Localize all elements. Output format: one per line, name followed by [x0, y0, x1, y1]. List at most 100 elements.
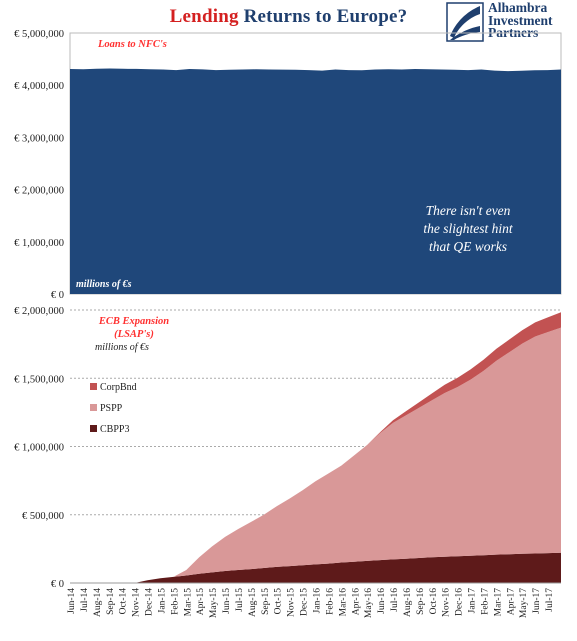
ecb-x-tick: Jun-16	[377, 588, 387, 614]
ecb-x-tick: Jan-17	[468, 588, 478, 614]
ecb-legend-label-corpbnd: CorpBnd	[100, 382, 137, 393]
logo-line-2: Investment	[488, 12, 553, 28]
ecb-x-tick: Nov-15	[287, 588, 297, 617]
ecb-x-tick-label: Aug-15	[248, 588, 258, 617]
ecb-x-tick-label: Jan-17	[468, 588, 478, 614]
ecb-y-ticks: € 0 € 500,000 € 1,000,000 € 1,500,000 € 2,00…	[14, 306, 64, 590]
ecb-x-tick: Nov-14	[132, 588, 142, 617]
ecb-x-tick-label: Jun-14	[67, 588, 77, 614]
loans-area	[70, 68, 561, 294]
loans-y-tick-label: € 4,000,000	[14, 81, 64, 92]
ecb-x-tick-label: Feb-16	[325, 588, 335, 615]
ecb-x-tick: Jul-14	[80, 588, 90, 612]
ecb-x-tick-label: May-17	[519, 588, 529, 618]
ecb-x-tick-label: Sep-15	[261, 588, 271, 615]
ecb-x-tick: May-16	[364, 588, 374, 618]
ecb-x-tick-label: Nov-16	[442, 588, 452, 617]
ecb-y-tick-label: € 2,000,000	[14, 306, 64, 317]
ecb-x-tick: Jan-15	[157, 588, 167, 614]
ecb-x-tick: Mar-15	[183, 588, 193, 617]
ecb-x-tick: Mar-16	[338, 588, 348, 617]
ecb-x-tick-label: Mar-16	[338, 588, 348, 617]
ecb-x-tick: Jun-17	[532, 588, 542, 614]
ecb-x-tick-label: Apr-15	[196, 588, 206, 615]
ecb-x-tick: Apr-15	[196, 588, 206, 615]
ecb-x-tick-label: Nov-14	[132, 588, 142, 617]
ecb-x-tick-label: Feb-15	[170, 588, 180, 615]
loans-unit-note: millions of €s	[76, 279, 132, 290]
ecb-y-tick-label: € 1,500,000	[14, 374, 64, 385]
ecb-x-tick-label: Sep-14	[106, 588, 116, 615]
ecb-x-tick-label: Jul-15	[235, 588, 245, 612]
ecb-series-pspp	[70, 327, 561, 583]
loans-annotation-3: that QE works	[429, 239, 507, 254]
ecb-x-tick-label: Jul-16	[390, 588, 400, 612]
ecb-x-tick-label: Nov-15	[287, 588, 297, 617]
ecb-x-tick: Jul-16	[390, 588, 400, 612]
ecb-x-tick: Feb-15	[170, 588, 180, 615]
ecb-legend-swatch-corpbnd	[90, 383, 97, 390]
ecb-x-tick: Dec-15	[300, 588, 310, 616]
loans-annotation-1: There isn't even	[426, 203, 511, 218]
ecb-x-tick-label: Feb-17	[481, 588, 491, 615]
ecb-x-tick: Aug-16	[403, 588, 413, 617]
ecb-y-tick-label: € 0	[51, 579, 64, 590]
ecb-x-tick-label: May-16	[364, 588, 374, 618]
ecb-x-tick-label: Dec-14	[145, 588, 155, 616]
ecb-x-tick-label: Aug-16	[403, 588, 413, 617]
ecb-subtitle: (LSAP's)	[114, 329, 154, 340]
loans-title: Loans to NFC's	[97, 39, 167, 50]
logo: Alhambra Investment Partners	[446, 0, 574, 42]
ecb-x-tick: Mar-17	[493, 588, 503, 617]
loans-y-tick-label: € 1,000,000	[14, 238, 64, 249]
loans-y-tick-label: € 3,000,000	[14, 133, 64, 144]
title-rest: Returns to Europe?	[238, 6, 408, 27]
ecb-x-tick-label: Mar-17	[493, 588, 503, 617]
ecb-x-tick: Apr-16	[351, 588, 361, 615]
ecb-x-tick: Jan-16	[313, 588, 323, 614]
ecb-x-tick: Oct-14	[119, 588, 129, 615]
ecb-x-tick-label: Oct-15	[274, 588, 284, 615]
ecb-x-tick: Oct-16	[429, 588, 439, 615]
ecb-x-tick-label: Jul-14	[80, 588, 90, 612]
ecb-areas	[70, 312, 561, 583]
ecb-legend-label-cbpp3: CBPP3	[100, 424, 129, 435]
ecb-x-tick: Jun-14	[67, 588, 77, 614]
ecb-x-tick: Sep-14	[106, 588, 116, 615]
ecb-x-tick: Feb-17	[481, 588, 491, 615]
ecb-x-tick-label: Jun-15	[222, 588, 232, 614]
ecb-y-tick-label: € 1,000,000	[14, 443, 64, 454]
ecb-y-tick-label: € 500,000	[22, 511, 64, 522]
loans-y-tick-label: € 2,000,000	[14, 186, 64, 197]
ecb-x-tick-label: Aug-14	[93, 588, 103, 617]
loans-y-ticks: € 0 € 1,000,000 € 2,000,000 € 3,000,000 € 4,…	[14, 29, 64, 300]
ecb-series-cbpp3	[70, 552, 561, 583]
ecb-x-tick: Dec-14	[145, 588, 155, 616]
ecb-legend-swatch-pspp	[90, 404, 97, 411]
ecb-x-tick: Aug-15	[248, 588, 258, 617]
ecb-x-tick-label: Jul-17	[545, 588, 555, 612]
ecb-x-tick: Nov-16	[442, 588, 452, 617]
ecb-unit-note: millions of €s	[95, 342, 149, 353]
logo-line-1: Alhambra	[488, 0, 548, 15]
ecb-x-ticks: Jun-14 Jul-14 Aug-14 Sep-14 Oct-14 Nov-14 Dec-…	[67, 588, 555, 618]
ecb-x-tick-label: Jun-16	[377, 588, 387, 614]
loans-chart: € 0 € 1,000,000 € 2,000,000 € 3,000,000 € 4,…	[14, 29, 562, 300]
ecb-x-tick: Dec-16	[455, 588, 465, 616]
ecb-x-tick: Sep-15	[261, 588, 271, 615]
ecb-title: ECB Expansion	[98, 316, 169, 327]
ecb-x-tick: Jul-15	[235, 588, 245, 612]
ecb-x-tick: Jun-15	[222, 588, 232, 614]
ecb-x-tick-label: Jun-17	[532, 588, 542, 614]
ecb-chart: € 0 € 500,000 € 1,000,000 € 1,500,000 € 2,00…	[14, 306, 561, 618]
ecb-x-tick-label: Jan-16	[313, 588, 323, 614]
ecb-x-tick: Sep-16	[416, 588, 426, 615]
ecb-x-tick-label: Mar-15	[183, 588, 193, 617]
ecb-x-tick-label: May-15	[209, 588, 219, 618]
ecb-legend-swatch-cbpp3	[90, 425, 97, 432]
page-title: Lending Returns to Europe?	[0, 6, 577, 28]
ecb-x-tick: Feb-16	[325, 588, 335, 615]
ecb-x-tick-label: Apr-16	[351, 588, 361, 615]
ecb-x-tick-label: Dec-16	[455, 588, 465, 616]
ecb-x-tick-label: Sep-16	[416, 588, 426, 615]
